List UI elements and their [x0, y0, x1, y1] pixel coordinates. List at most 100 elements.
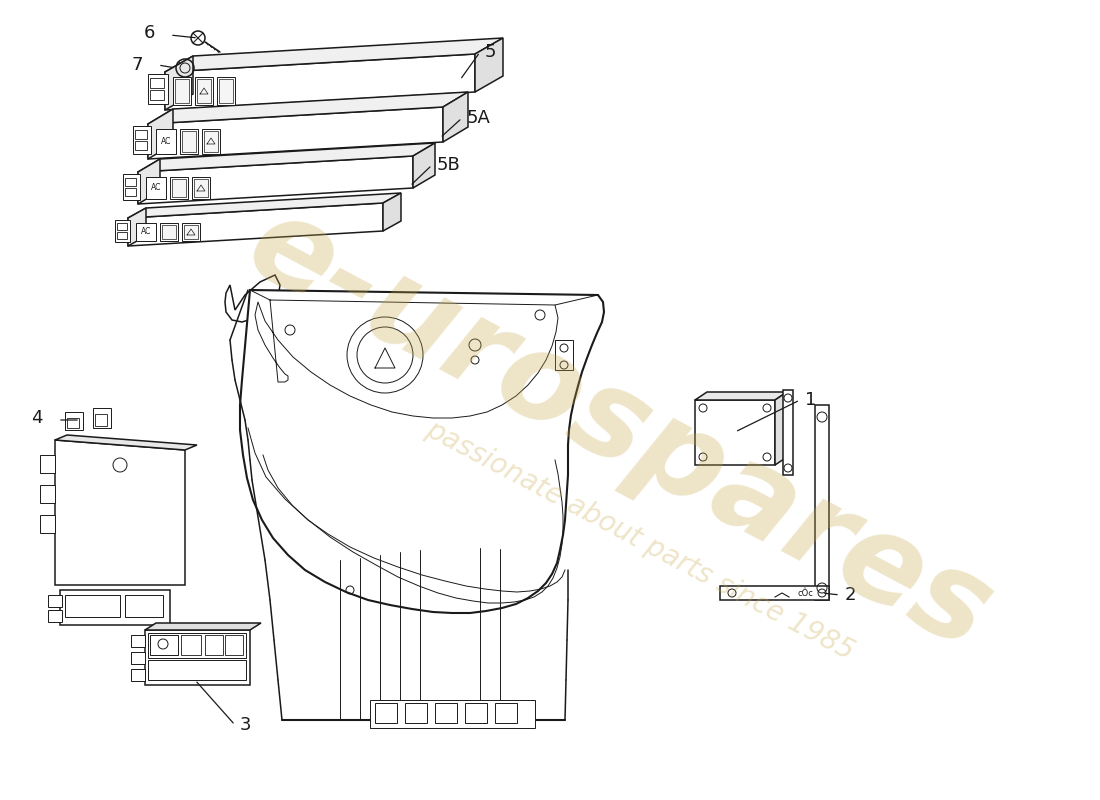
Bar [173, 77, 191, 105]
Bar [194, 179, 208, 197]
Polygon shape [720, 586, 829, 600]
Text: 5B: 5B [437, 156, 461, 174]
Bar [65, 412, 82, 430]
Bar [182, 223, 200, 241]
Polygon shape [148, 107, 443, 159]
Text: 7: 7 [132, 56, 143, 74]
Polygon shape [148, 109, 173, 159]
Bar [180, 129, 198, 154]
Bar [182, 131, 196, 152]
Polygon shape [695, 392, 786, 400]
Bar [192, 177, 210, 199]
Polygon shape [138, 159, 160, 204]
Polygon shape [412, 143, 434, 188]
Bar [125, 178, 136, 186]
Polygon shape [55, 435, 197, 450]
Bar [125, 188, 136, 196]
Bar [150, 90, 164, 100]
Bar [131, 652, 145, 664]
Polygon shape [138, 156, 412, 204]
Bar [162, 225, 176, 239]
Bar [204, 131, 218, 152]
Bar [148, 74, 168, 104]
Polygon shape [40, 455, 55, 473]
Bar [136, 223, 156, 241]
Polygon shape [383, 193, 402, 231]
Bar [495, 703, 517, 723]
Polygon shape [165, 38, 503, 72]
Bar [95, 414, 107, 426]
Text: AC: AC [151, 183, 162, 193]
Polygon shape [815, 405, 829, 600]
Polygon shape [475, 38, 503, 92]
Bar [434, 703, 456, 723]
Bar [150, 635, 178, 655]
Polygon shape [695, 400, 776, 465]
Polygon shape [443, 92, 468, 142]
Bar [184, 225, 198, 239]
Bar [172, 179, 186, 197]
Polygon shape [60, 590, 170, 625]
Bar [226, 635, 243, 655]
Bar [117, 232, 126, 239]
Bar [202, 129, 220, 154]
Polygon shape [240, 290, 604, 613]
Text: 2: 2 [845, 586, 857, 604]
Polygon shape [40, 485, 55, 503]
Bar [131, 635, 145, 647]
Text: passionate about parts since 1985: passionate about parts since 1985 [421, 414, 859, 666]
Bar [48, 610, 62, 622]
Bar [182, 635, 201, 655]
Bar [135, 141, 147, 150]
Bar [556, 340, 573, 370]
Text: 3: 3 [240, 716, 252, 734]
Bar [370, 700, 535, 728]
Bar [67, 418, 79, 428]
Polygon shape [138, 143, 434, 172]
Bar [150, 78, 164, 88]
Bar [156, 129, 176, 154]
Bar [94, 408, 111, 428]
Bar [131, 669, 145, 681]
Bar [205, 635, 223, 655]
Text: AC: AC [161, 137, 172, 146]
Polygon shape [776, 392, 786, 465]
Text: 5A: 5A [468, 109, 491, 127]
Bar [197, 79, 211, 103]
Bar [146, 177, 166, 199]
Bar [148, 633, 246, 658]
Text: AC: AC [141, 227, 151, 237]
Bar [135, 130, 147, 139]
Bar [123, 174, 140, 200]
Bar [175, 79, 189, 103]
Bar [375, 703, 397, 723]
Polygon shape [128, 208, 146, 246]
Bar [65, 595, 120, 617]
Polygon shape [148, 92, 468, 124]
Text: 1: 1 [805, 391, 816, 409]
Text: e-urospares: e-urospares [229, 185, 1011, 675]
Polygon shape [783, 390, 793, 475]
Polygon shape [40, 515, 55, 533]
Bar [465, 703, 487, 723]
Text: cÔc: cÔc [798, 589, 813, 598]
Polygon shape [165, 54, 475, 110]
Text: 5: 5 [485, 43, 496, 61]
Bar [170, 177, 188, 199]
Polygon shape [128, 203, 383, 246]
Bar [133, 126, 151, 154]
Text: 4: 4 [32, 409, 43, 427]
Bar [48, 595, 62, 607]
Bar [160, 223, 178, 241]
Polygon shape [226, 275, 280, 322]
Bar [116, 220, 130, 242]
Bar [195, 77, 213, 105]
Bar [148, 660, 246, 680]
Bar [405, 703, 427, 723]
Polygon shape [145, 630, 250, 685]
Polygon shape [165, 56, 192, 110]
Bar [125, 595, 163, 617]
Text: 6: 6 [144, 24, 155, 42]
Polygon shape [145, 623, 261, 630]
Polygon shape [128, 193, 402, 218]
